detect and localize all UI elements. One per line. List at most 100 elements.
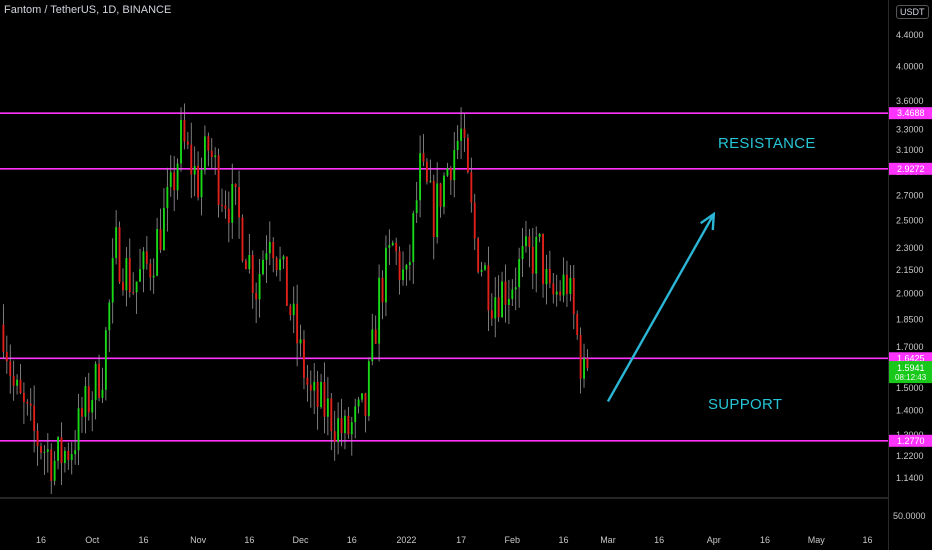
candle-down — [330, 398, 333, 432]
candle-up — [402, 269, 404, 281]
candle-down — [586, 358, 589, 369]
candle-down — [531, 246, 534, 274]
candle-down — [552, 283, 555, 295]
candle-up — [453, 150, 456, 181]
currency-badge[interactable]: USDT — [896, 5, 929, 19]
candle-down — [132, 292, 135, 294]
candle-down — [19, 379, 22, 393]
candle-up — [507, 299, 510, 305]
candle-down — [241, 217, 244, 261]
candle-up — [258, 274, 261, 300]
candle-up — [494, 297, 497, 319]
arrow-head — [699, 211, 716, 231]
candle-up — [326, 398, 329, 417]
candle-down — [542, 233, 544, 285]
candle-up — [77, 408, 80, 451]
candle-up — [231, 183, 234, 223]
x-tick-label: 16 — [760, 535, 770, 545]
candle-up — [214, 155, 217, 158]
y-tick-label: 4.4000 — [896, 30, 924, 40]
candle-down — [272, 241, 275, 259]
candle-up — [562, 274, 565, 296]
candle-up — [70, 454, 73, 460]
candle-down — [490, 310, 493, 319]
bullish-arrow — [606, 211, 716, 402]
candle-down — [275, 258, 278, 271]
candle-down — [244, 260, 247, 270]
y-tick-label: 1.1400 — [896, 473, 924, 483]
time-axis[interactable]: 16 Oct 16 Nov 16 Dec 16 2022 17 Feb 16 Mar 16 Apr 16 Ma… — [36, 535, 873, 545]
x-tick-label: 16 — [654, 535, 664, 545]
candle-down — [190, 144, 193, 175]
candle-down — [374, 329, 377, 344]
candle-up — [162, 207, 165, 250]
candle-up — [63, 450, 66, 464]
candle-up — [545, 268, 548, 285]
candle-down — [548, 268, 551, 284]
candle-up — [357, 399, 360, 407]
x-tick-label: Dec — [293, 535, 310, 545]
resistance-label: RESISTANCE — [718, 135, 816, 152]
symbol-title[interactable]: Fantom / TetherUS, 1D, BINANCE — [4, 4, 172, 16]
candle-up — [53, 460, 56, 481]
candle-down — [449, 168, 452, 181]
candle-up — [412, 213, 415, 263]
candle-down — [347, 415, 350, 435]
candle-up — [268, 241, 271, 254]
candle-up — [115, 227, 118, 259]
x-tick-label: Apr — [707, 535, 721, 545]
candle-down — [340, 418, 343, 434]
x-tick-label: Oct — [85, 535, 100, 545]
x-tick-label: 16 — [347, 535, 357, 545]
candle-up — [511, 289, 514, 300]
candle-up — [460, 128, 463, 141]
candle-down — [173, 172, 176, 191]
candle-down — [566, 274, 568, 294]
candle-down — [22, 392, 25, 402]
candle-up — [142, 251, 145, 270]
price-axis[interactable]: 4.40004.00003.60003.30003.10002.90002.70… — [893, 30, 926, 521]
candle-down — [285, 256, 288, 306]
candle-up — [538, 233, 541, 237]
candle-down — [234, 183, 237, 187]
y-tick-label: 2.5000 — [896, 216, 924, 226]
arrow-shaft — [606, 213, 715, 402]
candle-up — [43, 451, 46, 453]
candle-up — [518, 259, 521, 288]
candle-down — [497, 297, 500, 318]
candle-down — [118, 227, 121, 283]
candle-up — [248, 255, 251, 270]
candle-down — [159, 229, 162, 250]
candle-up — [337, 418, 340, 442]
candle-up — [514, 287, 517, 290]
candle-up — [320, 382, 322, 408]
candle-up — [384, 247, 387, 303]
candle-down — [67, 450, 70, 460]
candle-up — [354, 406, 357, 423]
candle-up — [156, 229, 159, 276]
candle-up — [446, 168, 449, 176]
candle-up — [501, 281, 504, 318]
candle-down — [26, 401, 29, 404]
candle-down — [422, 153, 425, 162]
x-tick-label: Nov — [190, 535, 207, 545]
candle-up — [135, 281, 138, 293]
candle-down — [40, 446, 42, 453]
candle-up — [265, 253, 268, 260]
candle-up — [139, 269, 141, 282]
candle-down — [5, 351, 8, 362]
y-tick-label: 2.0000 — [896, 289, 924, 299]
x-tick-label: Mar — [600, 535, 616, 545]
y-tick-label: 1.4000 — [896, 406, 924, 416]
candle-down — [572, 277, 575, 315]
candle-down — [87, 386, 90, 413]
candle-down — [466, 137, 469, 173]
x-tick-label: 16 — [862, 535, 872, 545]
candle-down — [238, 186, 241, 218]
candle-up — [169, 172, 172, 188]
level-badge — [889, 107, 932, 120]
y-tick-label: 1.5000 — [896, 383, 924, 393]
candle-down — [12, 375, 15, 386]
candle-down — [29, 403, 32, 406]
